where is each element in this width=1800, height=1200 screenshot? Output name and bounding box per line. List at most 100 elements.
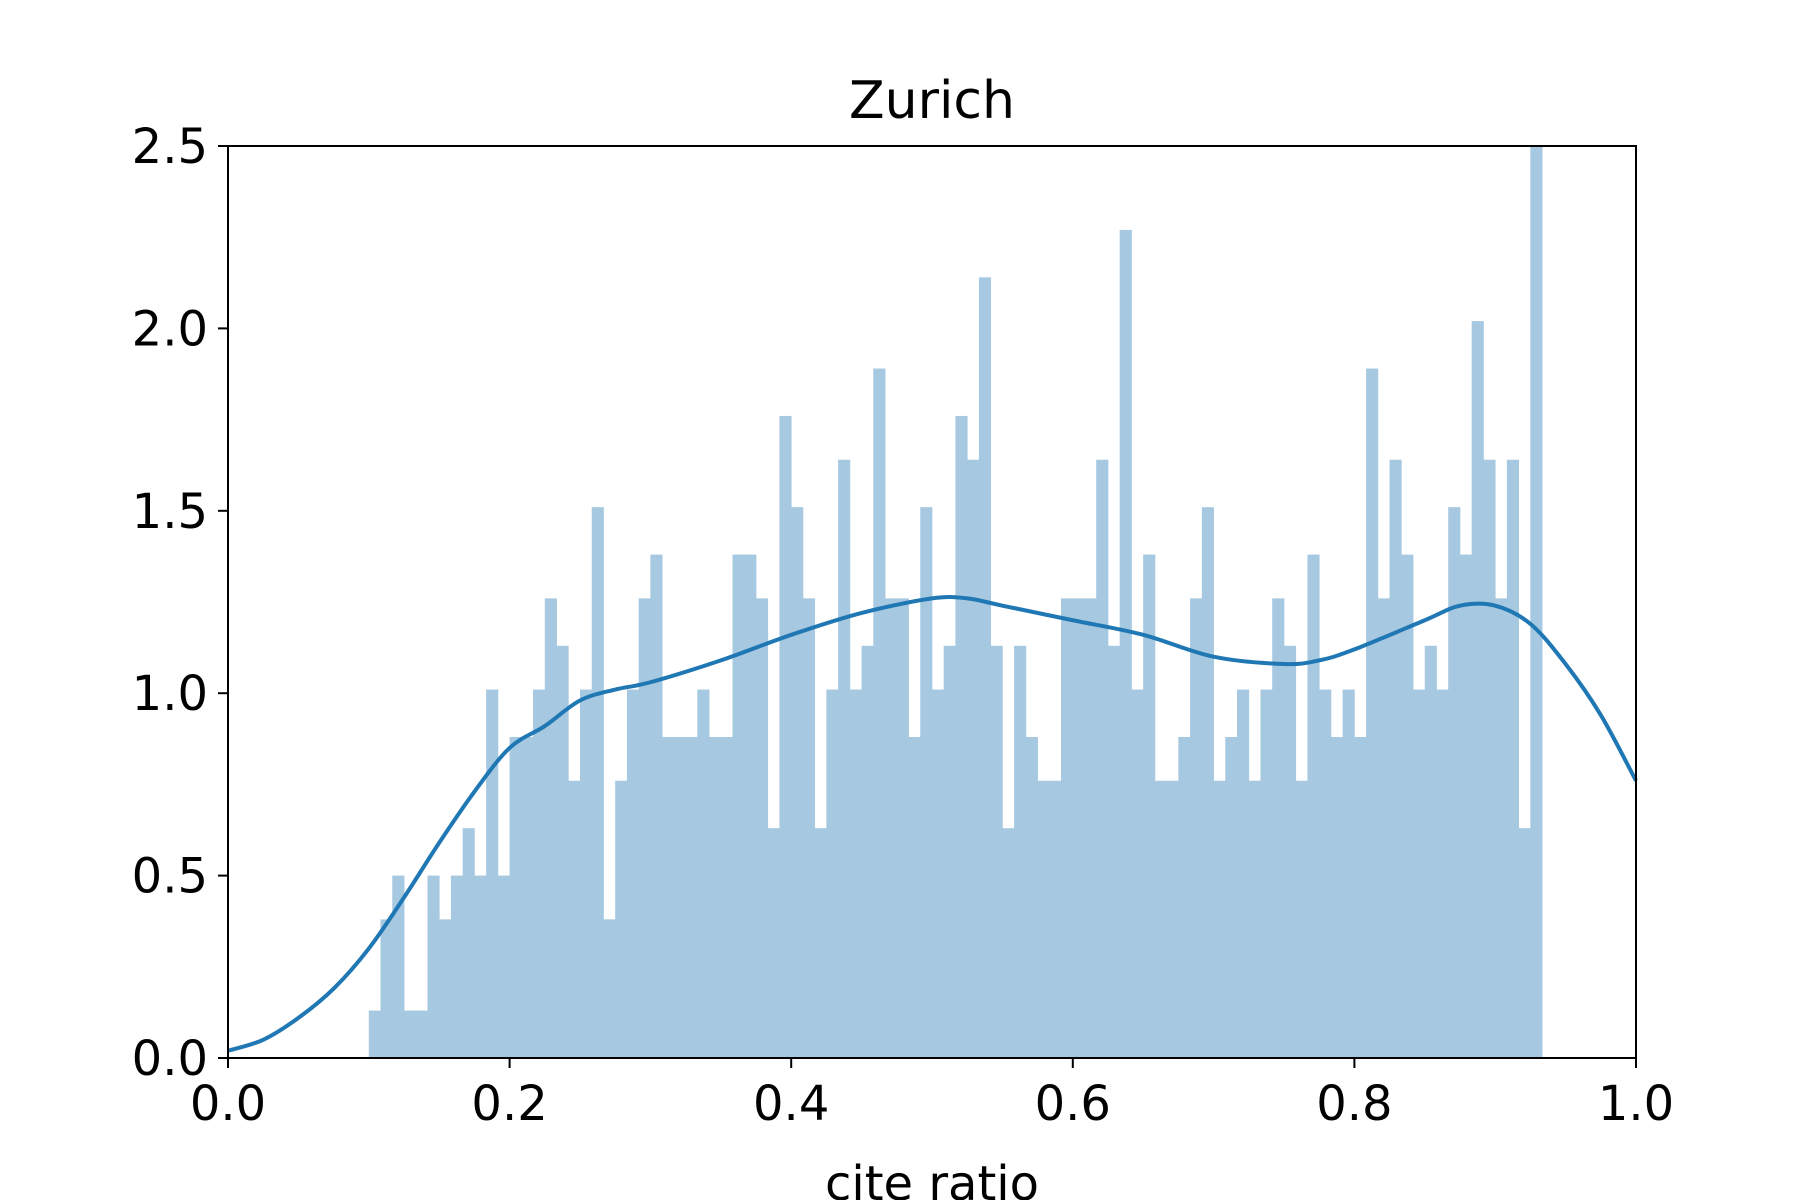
histogram-bar xyxy=(1389,459,1402,1058)
histogram-bar xyxy=(1049,780,1062,1058)
histogram-bar xyxy=(838,459,851,1058)
histogram-bar xyxy=(1506,459,1520,1058)
histogram-bar xyxy=(380,919,393,1058)
histogram-bar xyxy=(1072,598,1085,1058)
histogram-bar xyxy=(802,598,816,1058)
y-tick-label: 2.0 xyxy=(132,301,208,357)
histogram-bar xyxy=(1084,598,1097,1058)
histogram-bar xyxy=(896,598,909,1058)
histogram-bar xyxy=(1260,689,1273,1058)
histogram-bar xyxy=(967,459,980,1058)
histogram-bar xyxy=(1307,554,1320,1058)
histogram-bar xyxy=(1107,645,1121,1058)
histogram-bar xyxy=(568,780,581,1058)
histogram-bar xyxy=(1002,828,1015,1058)
histogram-bar xyxy=(403,1010,417,1058)
kde-curve xyxy=(227,594,1638,1053)
y-tick-label: 2.5 xyxy=(132,119,208,175)
histogram-bar xyxy=(474,875,487,1058)
x-tick-label: 0.2 xyxy=(471,1076,547,1132)
histogram-bar xyxy=(544,598,557,1058)
histogram-bar xyxy=(1248,780,1261,1058)
histogram-bar xyxy=(1213,780,1226,1058)
histogram-bar xyxy=(579,689,593,1058)
histogram-bar xyxy=(521,736,534,1058)
y-tick-label: 1.0 xyxy=(132,666,208,722)
histogram-bar xyxy=(650,554,663,1058)
histogram-bar xyxy=(615,780,628,1058)
histogram-bar xyxy=(1483,459,1496,1058)
x-tick-label: 0.6 xyxy=(1035,1076,1111,1132)
histogram-bar xyxy=(1178,736,1191,1058)
histogram-bar xyxy=(368,1010,381,1058)
histogram-bar xyxy=(885,598,898,1058)
histogram-bar xyxy=(497,875,510,1058)
histogram-bar xyxy=(1225,736,1238,1058)
histogram-bar xyxy=(1201,507,1214,1059)
histogram-bar xyxy=(697,689,710,1058)
histogram-bar xyxy=(462,828,475,1058)
y-tick-label: 0.5 xyxy=(132,849,208,905)
histogram-bar xyxy=(955,415,968,1058)
histogram-bar xyxy=(767,828,780,1058)
x-axis-ticks: 0.0 0.2 0.4 0.6 0.8 1.0 xyxy=(190,1058,1674,1132)
y-tick-label: 0.0 xyxy=(132,1031,208,1087)
histogram-bar xyxy=(873,368,886,1058)
histogram-bar xyxy=(779,415,792,1058)
histogram-bar xyxy=(1166,780,1179,1058)
y-axis-ticks: 0.0 0.5 1.0 1.5 2.0 2.5 xyxy=(132,119,228,1087)
histogram-bar xyxy=(920,507,933,1059)
histogram-bar xyxy=(1319,689,1332,1058)
histogram-bar xyxy=(943,645,956,1058)
histogram-bar xyxy=(1061,598,1074,1058)
histogram-bar xyxy=(439,919,452,1058)
histogram-bar xyxy=(1037,780,1050,1058)
histogram-bar xyxy=(450,875,464,1058)
histogram-bar xyxy=(1131,689,1144,1058)
histogram-bar xyxy=(1014,645,1027,1058)
histogram-bar xyxy=(791,507,804,1059)
histogram-bar xyxy=(709,736,722,1058)
x-tick-label: 0.8 xyxy=(1316,1076,1392,1132)
histogram-bar xyxy=(603,919,616,1058)
histogram-bar xyxy=(392,875,405,1058)
histogram-bar xyxy=(990,645,1003,1058)
histogram-bar xyxy=(1530,146,1543,1058)
histogram-bar xyxy=(1025,736,1038,1058)
histogram-bar xyxy=(1096,459,1109,1058)
histogram-bar xyxy=(1154,780,1168,1058)
histogram-bar xyxy=(509,736,522,1058)
histogram-bar xyxy=(814,828,827,1058)
x-tick-label: 1.0 xyxy=(1598,1076,1674,1132)
histogram-bar xyxy=(1401,554,1414,1058)
histogram-bar xyxy=(556,645,569,1058)
histogram-bar xyxy=(533,689,546,1058)
histogram-bar xyxy=(591,507,604,1059)
histogram-bar xyxy=(826,689,839,1058)
histogram-bar xyxy=(1495,598,1508,1058)
histogram-bar xyxy=(673,736,686,1058)
histogram-bar xyxy=(1471,321,1484,1058)
histogram-bar xyxy=(1354,736,1367,1058)
histogram-bar xyxy=(1413,689,1426,1058)
histogram-bar xyxy=(978,277,992,1058)
histogram-bar xyxy=(626,689,640,1058)
histogram-bars xyxy=(368,146,1543,1059)
histogram-bar xyxy=(755,598,769,1058)
histogram-bar xyxy=(1119,229,1132,1059)
histogram-bar xyxy=(1436,689,1449,1058)
histogram-bar xyxy=(744,554,757,1058)
histogram-bar xyxy=(861,645,874,1058)
y-tick-label: 1.5 xyxy=(132,484,208,540)
histogram-bar xyxy=(1448,507,1461,1059)
plot-frame xyxy=(227,145,1637,1059)
histogram-bar xyxy=(1143,554,1156,1058)
histogram-bar xyxy=(931,689,945,1058)
histogram-bar xyxy=(662,736,675,1058)
histogram-bar xyxy=(1366,368,1379,1058)
histogram-bar xyxy=(732,554,745,1058)
histogram-bar xyxy=(638,598,651,1058)
x-axis-label: cite ratio xyxy=(825,1156,1039,1200)
histogram-bar xyxy=(1295,780,1308,1058)
histogram-bar xyxy=(849,689,862,1058)
